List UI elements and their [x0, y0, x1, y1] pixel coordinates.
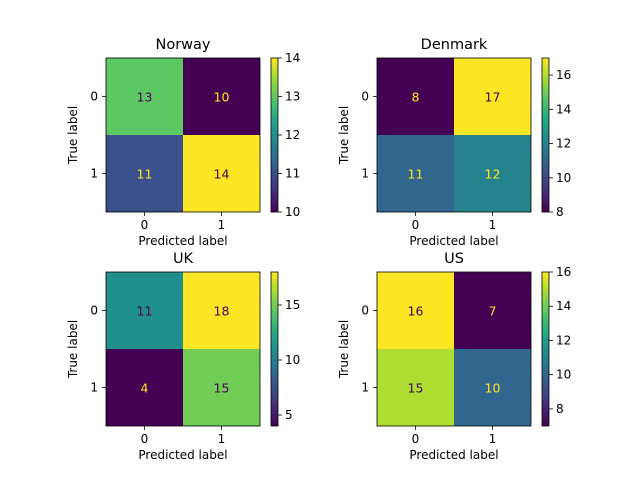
y-tick-label: 1 [361, 381, 369, 395]
y-axis-label: True label [337, 320, 351, 379]
x-tick-label: 1 [489, 218, 497, 232]
matrix-cell [377, 58, 454, 135]
cell-value-label: 8 [412, 90, 420, 105]
matrix-cell [454, 135, 531, 212]
colorbar-tick-label: 10 [285, 205, 300, 219]
cell-value-label: 15 [214, 381, 230, 396]
matrix-cell [377, 135, 454, 212]
panel-title: Denmark [421, 37, 488, 53]
matrix-cell [183, 58, 260, 135]
colorbar-tick-label: 14 [556, 102, 571, 116]
panel-title: Norway [155, 37, 210, 53]
cell-value-label: 11 [137, 167, 153, 182]
cell-value-label: 13 [137, 90, 153, 105]
matrix-cell [183, 135, 260, 212]
cell-value-label: 11 [137, 304, 153, 319]
cell-value-label: 10 [485, 381, 501, 396]
colorbar-tick-label: 15 [285, 298, 300, 312]
cell-value-label: 15 [408, 381, 424, 396]
axes-frame [105, 57, 261, 213]
y-tick-label: 0 [361, 90, 369, 104]
matrix-cell [377, 272, 454, 349]
axes-frame [376, 57, 532, 213]
x-axis-label: Predicted label [138, 234, 227, 248]
matrix-cell [106, 349, 183, 426]
cell-value-label: 14 [214, 167, 230, 182]
colorbar-tick-label: 12 [556, 333, 571, 347]
colorbar-tick-label: 16 [556, 68, 571, 82]
x-tick-label: 0 [141, 218, 149, 232]
colorbar-tick-label: 5 [285, 408, 293, 422]
colorbar-tick-label: 14 [556, 299, 571, 313]
x-tick-label: 0 [141, 432, 149, 446]
x-axis-label: Predicted label [409, 448, 498, 462]
y-axis-label: True label [66, 106, 80, 165]
matrix-cell [106, 135, 183, 212]
axes-frame [376, 271, 532, 427]
y-tick-label: 0 [90, 304, 98, 318]
cell-value-label: 4 [141, 381, 149, 396]
cell-value-label: 7 [489, 304, 497, 319]
colorbar-tick-label: 10 [285, 353, 300, 367]
matrix-cell [454, 58, 531, 135]
matrix-cell [106, 272, 183, 349]
cell-value-label: 16 [408, 304, 424, 319]
y-tick-label: 1 [361, 167, 369, 181]
colorbar-tick-label: 12 [285, 128, 300, 142]
panel-title: US [444, 251, 464, 267]
colorbar-tick-label: 10 [556, 368, 571, 382]
matrix-cell [454, 272, 531, 349]
axes-frame [105, 271, 261, 427]
colorbar [541, 271, 550, 427]
y-tick-label: 1 [90, 381, 98, 395]
y-axis-label: True label [66, 320, 80, 379]
x-tick-label: 0 [412, 432, 420, 446]
colorbar-tick-label: 12 [556, 137, 571, 151]
panel-title: UK [173, 251, 194, 267]
cell-value-label: 10 [214, 90, 230, 105]
x-tick-label: 1 [489, 432, 497, 446]
x-axis-label: Predicted label [138, 448, 227, 462]
y-tick-label: 0 [361, 304, 369, 318]
y-axis-label: True label [337, 106, 351, 165]
colorbar [270, 271, 279, 427]
colorbar-tick-label: 13 [285, 90, 300, 104]
colorbar-tick-label: 14 [285, 51, 300, 65]
colorbar-tick-label: 10 [556, 171, 571, 185]
colorbar-tick-label: 8 [556, 402, 564, 416]
cell-value-label: 17 [485, 90, 501, 105]
matrix-cell [183, 272, 260, 349]
colorbar-tick-label: 11 [285, 167, 300, 181]
x-axis-label: Predicted label [409, 234, 498, 248]
colorbar-tick-label: 16 [556, 265, 571, 279]
y-tick-label: 1 [90, 167, 98, 181]
cell-value-label: 11 [408, 167, 424, 182]
colorbar-tick-label: 8 [556, 205, 564, 219]
colorbar [541, 57, 550, 213]
colorbar [270, 57, 279, 213]
x-tick-label: 0 [412, 218, 420, 232]
matrix-cell [106, 58, 183, 135]
x-tick-label: 1 [218, 432, 226, 446]
matrix-cell [454, 349, 531, 426]
matrix-cell [183, 349, 260, 426]
matrix-cell [377, 349, 454, 426]
cell-value-label: 12 [485, 167, 501, 182]
x-tick-label: 1 [218, 218, 226, 232]
cell-value-label: 18 [214, 304, 230, 319]
y-tick-label: 0 [90, 90, 98, 104]
